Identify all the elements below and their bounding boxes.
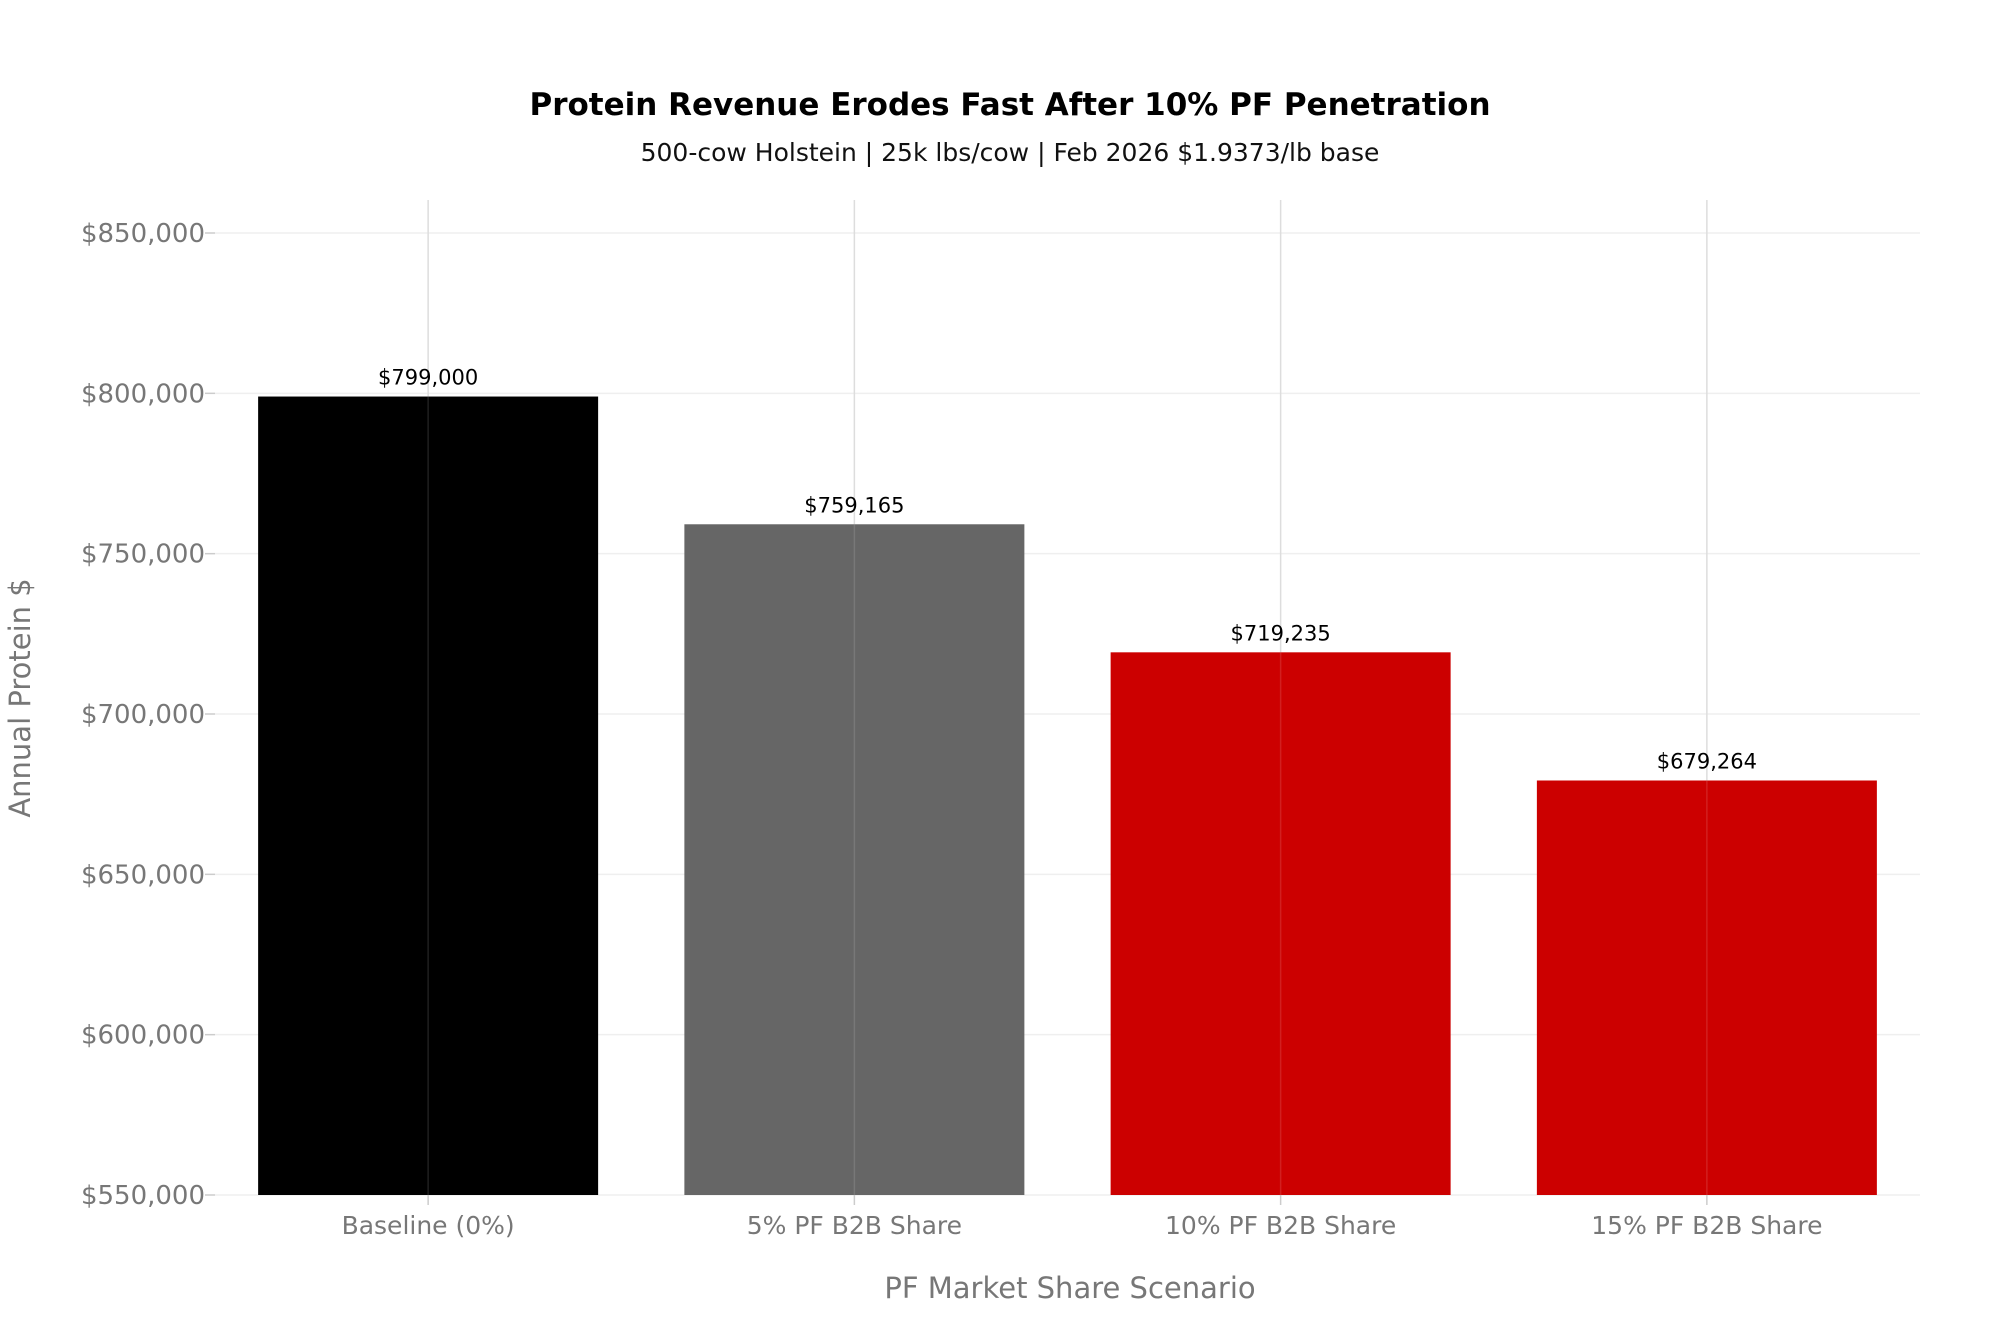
bar-value-label-2: $759,165 <box>804 493 904 517</box>
y-axis-title: Annual Protein $ <box>3 578 37 817</box>
bar-value-label-1: $799,000 <box>378 366 478 390</box>
y-tick-label: $600,000 <box>81 1021 205 1051</box>
x-tick-label: 10% PF B2B Share <box>1165 1211 1396 1240</box>
data-labels: $799,000 $759,165 $719,235 $679,264 <box>378 366 1757 774</box>
bar-1 <box>258 396 599 1195</box>
bar-3 <box>1110 652 1451 1195</box>
y-tick-label: $750,000 <box>81 540 205 570</box>
x-tick-label: Baseline (0%) <box>342 1211 515 1240</box>
y-axis-ticks: $550,000 $600,000 $650,000 $700,000 $750,000… <box>81 219 215 1211</box>
bar-value-label-4: $679,264 <box>1657 749 1757 773</box>
bar-2 <box>684 524 1025 1195</box>
x-tick-label: 5% PF B2B Share <box>747 1211 962 1240</box>
bar-4 <box>1536 780 1877 1195</box>
y-tick-label: $700,000 <box>81 700 205 730</box>
y-tick-label: $550,000 <box>81 1181 205 1211</box>
bar-value-label-3: $719,235 <box>1231 621 1331 645</box>
x-tick-label: 15% PF B2B Share <box>1591 1211 1822 1240</box>
chart-subtitle: 500-cow Holstein | 25k lbs/cow | Feb 202… <box>641 138 1380 167</box>
x-axis-title: PF Market Share Scenario <box>884 1271 1255 1305</box>
y-tick-label: $800,000 <box>81 379 205 409</box>
x-axis-ticks: Baseline (0%) 5% PF B2B Share 10% PF B2B S… <box>342 1195 1822 1240</box>
bars <box>258 396 1877 1195</box>
chart-title: Protein Revenue Erodes Fast After 10% PF… <box>529 87 1490 123</box>
y-tick-label: $650,000 <box>81 860 205 890</box>
y-tick-label: $850,000 <box>81 219 205 249</box>
